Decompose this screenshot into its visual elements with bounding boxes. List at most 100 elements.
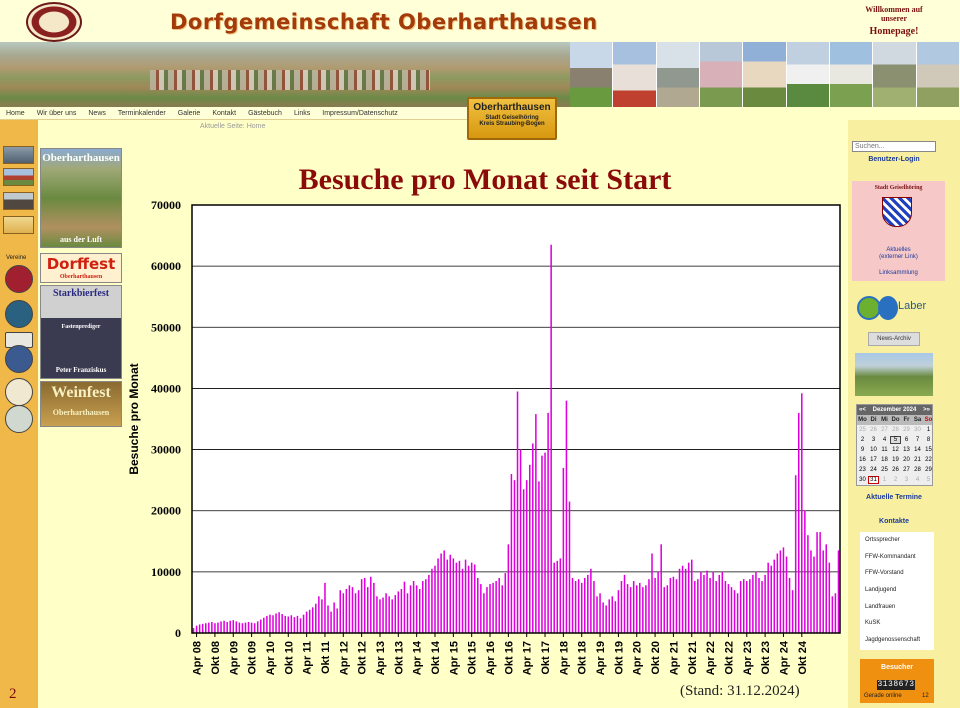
data-bar <box>293 617 296 633</box>
calendar-next-button[interactable]: >» <box>923 407 930 413</box>
data-bar <box>244 622 247 633</box>
calendar-day[interactable]: 28 <box>914 467 921 473</box>
data-bar <box>302 614 305 633</box>
calendar-day[interactable]: 13 <box>903 447 910 453</box>
calendar-day[interactable]: 2 <box>893 477 898 483</box>
calendar-day[interactable]: 27 <box>881 427 888 433</box>
gallery-thumbnail[interactable] <box>3 192 34 210</box>
news-archive-button[interactable]: News-Archiv <box>868 332 920 346</box>
calendar-day[interactable]: 29 <box>925 467 932 473</box>
data-bar <box>651 553 653 633</box>
calendar-day[interactable]: 23 <box>859 467 866 473</box>
gallery-thumbnail[interactable] <box>3 168 34 186</box>
calendar-day[interactable]: 3 <box>904 477 909 483</box>
vereine-emblem[interactable] <box>5 265 33 293</box>
nav-item-contact[interactable]: Kontakt <box>212 109 237 117</box>
calendar-day[interactable]: 26 <box>892 467 899 473</box>
y-tick-label: 50000 <box>151 320 181 334</box>
calendar-day[interactable]: 1 <box>882 477 887 483</box>
calendar-day[interactable]: 3 <box>871 437 876 443</box>
calendar-day[interactable]: 14 <box>914 447 921 453</box>
calendar-day[interactable]: 15 <box>925 447 932 453</box>
calendar-day[interactable]: 21 <box>914 457 921 463</box>
nav-item-imprint[interactable]: Impressum/Datenschutz <box>322 109 398 117</box>
nav-item-about[interactable]: Wir über uns <box>36 109 77 117</box>
kontakte-list: Ortssprecher FFW-Kommandant FFW-Vorstand La… <box>860 532 934 650</box>
nav-item-news[interactable]: News <box>88 109 106 117</box>
calendar-day[interactable]: 10 <box>870 447 877 453</box>
nav-item-guestbook[interactable]: Gästebuch <box>248 109 282 117</box>
calendar-day[interactable]: 26 <box>870 427 877 433</box>
calendar-day[interactable]: 9 <box>860 447 865 453</box>
calendar-day[interactable]: 25 <box>881 467 888 473</box>
vereine-emblem[interactable] <box>5 405 33 433</box>
calendar-day[interactable]: 16 <box>859 457 866 463</box>
calendar-day[interactable]: 30 <box>914 427 921 433</box>
calendar-day[interactable]: 11 <box>881 447 888 453</box>
promo-dorffest[interactable]: Dorffest Oberharthausen <box>40 253 122 283</box>
vereine-emblem[interactable] <box>5 378 33 406</box>
termine-link[interactable]: Aktuelle Termine <box>866 494 922 501</box>
calendar-day[interactable]: 29 <box>903 427 910 433</box>
data-bar <box>645 585 647 633</box>
stadt-aktuelles-link[interactable]: Aktuelles (externer Link) <box>852 247 945 261</box>
calendar-day[interactable]: 27 <box>903 467 910 473</box>
kontakt-item[interactable]: KuSK <box>865 620 881 627</box>
calendar-day[interactable]: 28 <box>892 427 899 433</box>
nav-item-calendar[interactable]: Terminkalender <box>117 109 166 117</box>
calendar-day[interactable]: 24 <box>870 467 877 473</box>
calendar-day[interactable]: 20 <box>903 457 910 463</box>
vereine-emblem[interactable] <box>5 300 33 328</box>
calendar-day[interactable]: 18 <box>881 457 888 463</box>
kontakt-item[interactable]: FFW-Vorstand <box>865 570 904 577</box>
strip-photo <box>699 42 744 107</box>
ile-logo-icon[interactable] <box>878 296 898 320</box>
calendar-day[interactable]: 6 <box>904 437 909 443</box>
calendar-day[interactable]: 7 <box>915 437 920 443</box>
calendar-day[interactable]: 12 <box>892 447 899 453</box>
kontakt-item[interactable]: Ortssprecher <box>865 537 900 543</box>
data-bar <box>559 558 562 633</box>
kontakt-item[interactable]: Landjugend <box>865 587 897 594</box>
calendar-day[interactable]: 30 <box>859 477 866 483</box>
promo-label: aus der Luft <box>59 235 103 244</box>
calendar-day[interactable]: 31 <box>868 476 879 484</box>
calendar-day[interactable]: 4 <box>882 437 887 443</box>
coat-of-arms-icon[interactable] <box>882 197 912 227</box>
data-bar <box>305 611 308 633</box>
calendar-day[interactable]: 22 <box>925 457 932 463</box>
search-input[interactable] <box>852 141 936 152</box>
promo-weinfest[interactable]: Weinfest Oberharthausen <box>40 381 122 427</box>
calendar-day[interactable]: 4 <box>915 477 920 483</box>
calendar-day[interactable]: 17 <box>870 457 877 463</box>
kontakt-item[interactable]: Jagdgenossenschaft <box>865 637 921 644</box>
gallery-thumbnail[interactable] <box>3 146 34 164</box>
nav-item-links[interactable]: Links <box>293 109 311 117</box>
club-logo[interactable] <box>26 2 82 42</box>
login-link[interactable]: Benutzer-Login <box>868 156 920 163</box>
nav-item-gallery[interactable]: Galerie <box>177 109 201 117</box>
calendar-day[interactable]: 5 <box>890 436 901 444</box>
data-bar <box>495 581 497 633</box>
x-tick-label: Apr 21 <box>668 641 680 675</box>
kontakt-item[interactable]: FFW-Kommandant <box>865 553 916 560</box>
calendar-day[interactable]: 19 <box>892 457 899 463</box>
calendar-day[interactable]: 25 <box>859 427 866 433</box>
calendar-day[interactable]: 2 <box>860 437 865 443</box>
promo-aerial[interactable]: Oberharthausen aus der Luft <box>40 148 122 248</box>
calendar-day[interactable]: 8 <box>926 437 931 443</box>
calendar-prev-button[interactable]: «< <box>859 407 866 413</box>
nav-item-home[interactable]: Home <box>6 109 25 117</box>
calendar-day[interactable]: 5 <box>926 477 931 483</box>
kontakt-item[interactable]: Landfrauen <box>865 603 896 610</box>
calendar-day[interactable]: 1 <box>926 427 931 433</box>
ile-logo-text[interactable]: Laber <box>898 300 927 312</box>
data-bar <box>519 449 522 633</box>
stadt-links-link[interactable]: Linksammlung <box>879 270 918 276</box>
data-bar <box>412 581 415 633</box>
promo-starkbierfest[interactable]: Starkbierfest Fastenprediger Peter Franz… <box>40 285 122 379</box>
gallery-thumbnail[interactable] <box>3 216 34 234</box>
data-bar <box>660 544 662 633</box>
vereine-emblem[interactable] <box>5 345 33 373</box>
park-photo[interactable] <box>855 353 933 396</box>
